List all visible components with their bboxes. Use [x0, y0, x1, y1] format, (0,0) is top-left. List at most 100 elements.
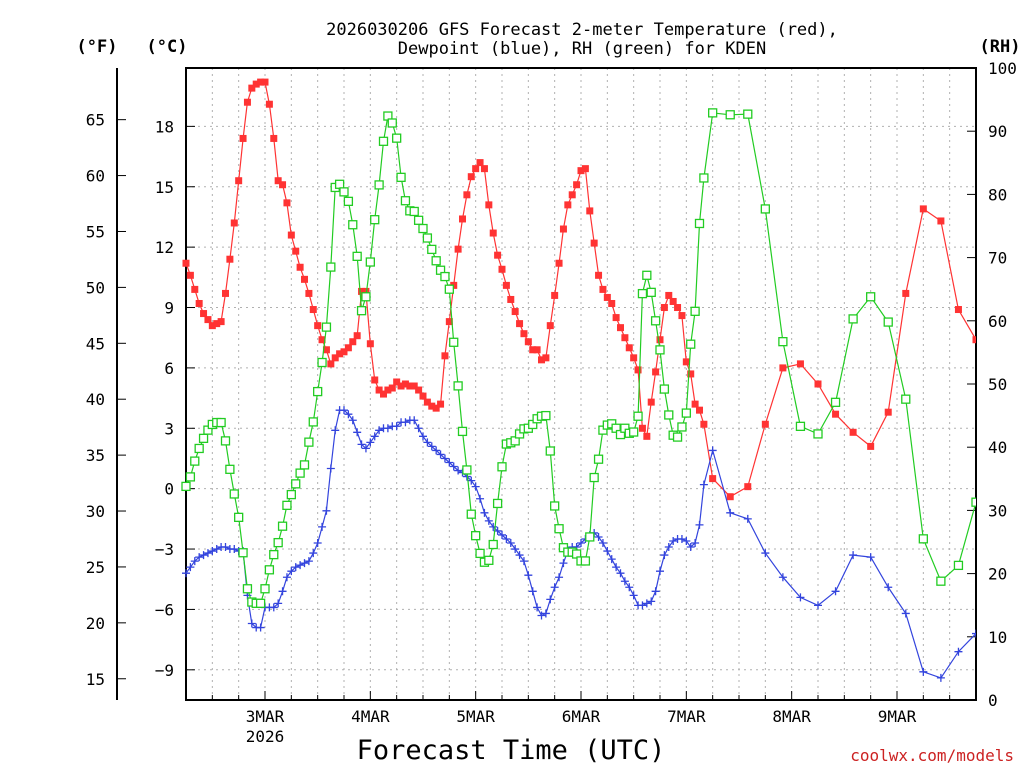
rh-point [743, 109, 753, 119]
temperature-point [726, 493, 734, 501]
temperature-point [318, 336, 326, 344]
dewpoint-point [221, 543, 230, 552]
temperature-point [283, 199, 291, 207]
temperature-point [559, 225, 567, 233]
rh-point [936, 576, 946, 586]
rh-point [484, 555, 494, 565]
fahrenheit-tick-label: 65 [86, 111, 105, 130]
rh-point [198, 433, 209, 444]
rh-point [352, 251, 362, 261]
temperature-point [625, 344, 633, 352]
rh-point [418, 223, 428, 234]
temperature-point [182, 259, 190, 267]
temperature-point [423, 398, 431, 406]
rh-point [326, 262, 336, 272]
dewpoint-point [629, 591, 638, 600]
dewpoint-point [796, 593, 805, 602]
rh-point [642, 270, 652, 280]
dewpoint-point [778, 573, 787, 582]
rh-point [585, 532, 595, 542]
temperature-point [301, 275, 308, 283]
rh-point [220, 436, 231, 446]
rh-point [471, 531, 481, 541]
rh-point [462, 465, 472, 475]
rh-point [629, 427, 639, 437]
dewpoint-point [695, 520, 704, 529]
dewpoint-point [555, 573, 564, 582]
dewpoint-point [419, 432, 427, 441]
temperature-point [366, 340, 374, 348]
temperature-point [393, 378, 401, 386]
temperature-point [656, 336, 664, 344]
rh-point [304, 437, 314, 447]
temperature-point [568, 191, 576, 199]
temperature-point [441, 352, 449, 360]
temperature-point [520, 330, 528, 338]
temperature-point [459, 215, 466, 223]
temperature-point [243, 98, 251, 106]
temperature-point [274, 177, 282, 185]
temperature-point [867, 442, 875, 450]
dewpoint-point [230, 545, 239, 554]
fahrenheit-tick-label: 40 [86, 390, 105, 409]
fahrenheit-tick-label: 55 [86, 222, 105, 241]
temperature-point [682, 358, 690, 366]
dewpoint-point [353, 428, 362, 437]
temperature-point [410, 382, 418, 390]
temperature-point [551, 291, 559, 299]
temperature-point [529, 346, 537, 354]
credit-text: coolwx.com/models [850, 746, 1014, 765]
dewpoint-point [344, 410, 353, 419]
dewpoint-point [326, 464, 335, 473]
temperature-point [279, 181, 287, 189]
dewpoint-point [515, 551, 524, 560]
rh-point [234, 512, 244, 523]
rh-point [633, 411, 643, 421]
rh-point [260, 584, 270, 594]
temperature-point [564, 201, 572, 209]
dewpoint-point [656, 567, 664, 576]
dewpoint-point [743, 514, 752, 523]
rh-point [334, 179, 345, 189]
rh-point [400, 196, 411, 206]
rh-tick-label: 90 [988, 122, 1007, 141]
temperature-point [634, 366, 642, 374]
dewpoint-point [546, 595, 555, 604]
rh-point [413, 215, 424, 225]
rh-point [317, 357, 327, 368]
dewpoint-point [498, 530, 506, 539]
temperature-point [437, 400, 445, 408]
chart-title-line2: Dewpoint (blue), RH (green) for KDEN [398, 39, 766, 59]
temperature-point [498, 265, 506, 273]
axis-ticks: 1815129630−3−6−9656055504540353025201510… [86, 59, 1017, 746]
rh-point [554, 524, 564, 534]
dewpoint-point [537, 611, 546, 620]
dewpoint-point [361, 444, 370, 453]
rh-point [269, 549, 279, 560]
dewpoint-point [287, 567, 296, 576]
rh-tick-label: 60 [988, 312, 1007, 331]
rh-point [356, 306, 367, 316]
rh-point [361, 292, 371, 302]
rh-point [778, 337, 788, 347]
temperature-point [472, 165, 480, 173]
rh-point [694, 218, 705, 229]
fahrenheit-tick-label: 25 [86, 558, 105, 577]
plot-area-border [185, 67, 977, 701]
temperature-point [485, 201, 493, 209]
rh-point [650, 316, 661, 326]
celsius-tick-label: −6 [155, 600, 174, 619]
temperature-point [516, 320, 524, 328]
celsius-tick-label: 0 [164, 480, 174, 499]
dewpoint-point [489, 522, 498, 531]
temperature-point [937, 217, 945, 225]
temperature-series [182, 78, 976, 501]
temperature-point [761, 420, 769, 428]
temperature-point [476, 159, 484, 167]
rh-point [295, 468, 305, 478]
dewpoint-point [594, 532, 603, 541]
dewpoint-point [414, 424, 423, 433]
temperature-point [972, 336, 976, 344]
dewpoint-point [901, 609, 910, 618]
rh-point [427, 244, 437, 255]
